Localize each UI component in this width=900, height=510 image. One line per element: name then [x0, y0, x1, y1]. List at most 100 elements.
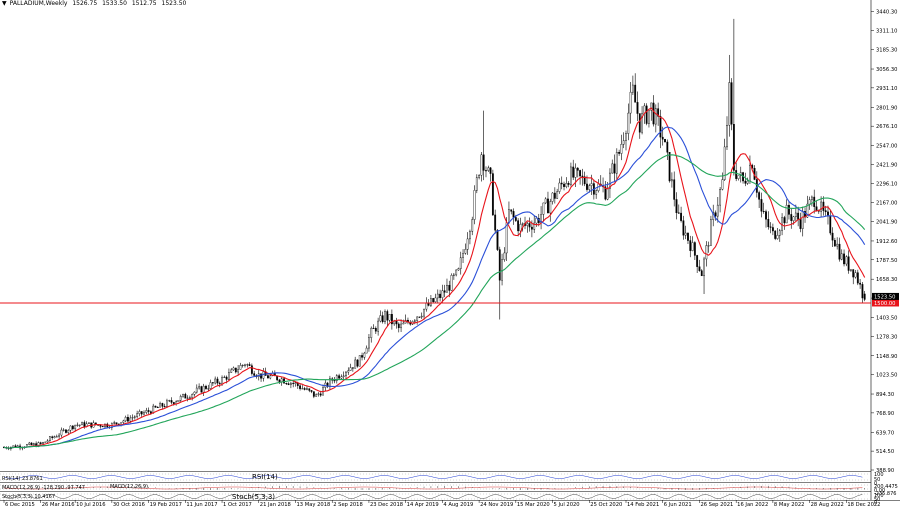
x-tick-label: 6 Jun 2021 [664, 502, 692, 508]
candle-body [469, 231, 471, 240]
candle-body [365, 347, 368, 354]
candle-body [514, 217, 517, 221]
candle-body [207, 388, 210, 390]
y-tick-label: 3311.10 [876, 29, 897, 35]
candle-body [53, 436, 56, 438]
candle-body [184, 393, 187, 399]
candle-body [455, 269, 458, 276]
candle-body [774, 230, 777, 239]
candle-body [333, 380, 336, 382]
candle-body [611, 163, 614, 174]
candle-body [847, 256, 850, 271]
candle-body [505, 222, 508, 254]
candle-body [172, 402, 175, 405]
candle-body [521, 223, 524, 225]
candle-body [698, 266, 701, 271]
x-tick-label: 26 Sep 2021 [700, 502, 733, 508]
candle-body [177, 400, 180, 402]
candle-body [519, 224, 522, 232]
candle-body [133, 416, 136, 418]
candle-body [726, 125, 728, 148]
candle-body [820, 201, 823, 212]
candle-body [28, 442, 31, 445]
candle-body [413, 320, 416, 322]
high-value: 1533.50 [102, 0, 127, 7]
candle-body [494, 214, 497, 231]
candle-body [732, 124, 735, 171]
candle-body [347, 370, 350, 373]
candle-body [836, 243, 839, 247]
candle-body [771, 227, 774, 232]
candle-body [147, 410, 150, 412]
candle-body [799, 219, 802, 229]
candle-body [372, 327, 375, 329]
candle-body [785, 204, 788, 224]
candle-body [480, 154, 483, 176]
candle-body [526, 223, 529, 226]
y-tick-label: 2421.90 [876, 162, 897, 168]
candle-body [218, 382, 221, 384]
candle-body [113, 422, 116, 424]
candle-body [154, 405, 157, 408]
candle-body [356, 359, 359, 367]
candle-body [553, 192, 556, 199]
candle-body [794, 212, 797, 218]
y-tick-label: 768.90 [876, 411, 894, 417]
candle-body [714, 212, 717, 217]
chart-menu-triangle-icon[interactable]: ▼ [2, 0, 7, 7]
y-tick-label: 1403.50 [876, 315, 897, 321]
x-tick-label: 30 Oct 2016 [113, 502, 145, 508]
candle-body [528, 223, 531, 228]
candle-body [310, 390, 313, 392]
candle-body [239, 365, 242, 370]
candle-body [788, 204, 790, 215]
candle-body [278, 379, 281, 383]
candle-body [368, 337, 370, 349]
candle-body [202, 385, 205, 393]
y-tick-label: 2296.10 [876, 181, 897, 187]
x-tick-label: 1 Oct 2017 [223, 502, 252, 508]
candle-body [581, 175, 584, 177]
candle-body [769, 226, 772, 228]
candle-body [478, 175, 481, 178]
candle-body [67, 430, 70, 433]
y-tick-label: 1278.30 [876, 334, 897, 340]
candle-body [379, 315, 382, 322]
candle-body [299, 385, 301, 389]
candle-body [563, 183, 565, 187]
candle-body [182, 393, 184, 397]
candle-body [618, 152, 621, 154]
candle-body [609, 172, 611, 189]
candle-body [808, 199, 811, 205]
candle-body [673, 179, 676, 200]
candle-body [127, 416, 129, 422]
candle-body [650, 102, 653, 111]
x-tick-label: 8 May 2022 [774, 502, 805, 508]
candle-body [260, 373, 262, 379]
candle-body [749, 165, 751, 182]
candle-body [237, 369, 240, 373]
candle-body [136, 413, 139, 418]
candle-body [443, 290, 446, 293]
macd-title: MACD(12,26,9) [110, 484, 148, 490]
candle-body [666, 141, 669, 153]
candle-body [209, 382, 212, 389]
candle-body [452, 274, 455, 276]
candle-body [101, 426, 104, 428]
candle-body [76, 424, 79, 426]
y-tick-label: 3056.30 [876, 67, 897, 73]
candle-body [363, 352, 366, 358]
candle-body [269, 375, 272, 379]
candle-body [205, 385, 207, 389]
candle-body [225, 376, 228, 380]
candle-body [489, 167, 492, 174]
stoch-scale-100: 100 [874, 493, 884, 499]
x-tick-label: 28 Aug 2022 [811, 502, 844, 508]
macd-scale-top: 200.4475 [874, 484, 898, 490]
candle-body [645, 105, 648, 124]
candle-body [83, 422, 86, 427]
candle-body [675, 199, 678, 213]
candle-body [641, 113, 643, 133]
x-tick-label: 4 Aug 2019 [443, 502, 473, 508]
